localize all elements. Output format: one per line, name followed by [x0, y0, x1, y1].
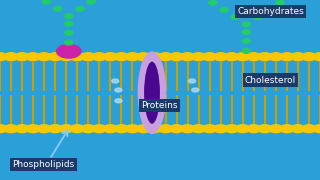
Circle shape	[236, 53, 250, 61]
Circle shape	[302, 125, 316, 133]
Text: Phospholipids: Phospholipids	[12, 160, 74, 169]
Circle shape	[0, 125, 7, 133]
Circle shape	[225, 125, 239, 133]
Circle shape	[291, 53, 305, 61]
Circle shape	[26, 53, 40, 61]
Text: Cholesterol: Cholesterol	[245, 76, 296, 85]
Circle shape	[65, 21, 73, 26]
Circle shape	[158, 53, 172, 61]
Circle shape	[4, 53, 18, 61]
Circle shape	[81, 125, 95, 133]
Circle shape	[276, 0, 284, 5]
Circle shape	[214, 125, 228, 133]
Circle shape	[76, 6, 84, 11]
Circle shape	[125, 125, 140, 133]
Circle shape	[225, 53, 239, 61]
Circle shape	[37, 53, 51, 61]
Circle shape	[253, 15, 262, 19]
Circle shape	[115, 99, 122, 103]
Circle shape	[42, 0, 51, 4]
Circle shape	[313, 125, 320, 133]
Circle shape	[92, 125, 106, 133]
Circle shape	[65, 30, 73, 35]
Ellipse shape	[138, 51, 166, 134]
Circle shape	[112, 79, 119, 83]
Ellipse shape	[144, 62, 160, 124]
Circle shape	[59, 125, 73, 133]
Circle shape	[125, 53, 140, 61]
Circle shape	[15, 53, 29, 61]
Circle shape	[81, 53, 95, 61]
Circle shape	[247, 125, 261, 133]
Circle shape	[192, 53, 206, 61]
Circle shape	[26, 125, 40, 133]
Circle shape	[114, 53, 128, 61]
Circle shape	[170, 125, 184, 133]
Circle shape	[180, 53, 195, 61]
Circle shape	[203, 53, 217, 61]
Circle shape	[53, 6, 62, 11]
Circle shape	[65, 40, 73, 45]
Circle shape	[188, 79, 196, 83]
Circle shape	[103, 125, 117, 133]
Circle shape	[37, 125, 51, 133]
Circle shape	[203, 125, 217, 133]
Circle shape	[59, 53, 73, 61]
Circle shape	[170, 53, 184, 61]
Circle shape	[0, 53, 7, 61]
Circle shape	[158, 125, 172, 133]
Circle shape	[15, 125, 29, 133]
Circle shape	[269, 53, 283, 61]
Circle shape	[114, 125, 128, 133]
Text: Proteins: Proteins	[141, 101, 177, 110]
Circle shape	[87, 0, 95, 4]
Circle shape	[92, 53, 106, 61]
Circle shape	[302, 53, 316, 61]
Circle shape	[265, 8, 273, 12]
Circle shape	[70, 125, 84, 133]
Circle shape	[242, 49, 251, 53]
Circle shape	[65, 14, 73, 18]
Circle shape	[242, 30, 251, 34]
Circle shape	[115, 88, 122, 92]
Circle shape	[236, 125, 250, 133]
Circle shape	[258, 53, 272, 61]
Circle shape	[180, 125, 195, 133]
Circle shape	[103, 53, 117, 61]
Circle shape	[242, 22, 251, 27]
Circle shape	[192, 88, 199, 92]
Circle shape	[242, 39, 251, 43]
Circle shape	[148, 125, 162, 133]
Circle shape	[258, 125, 272, 133]
Circle shape	[148, 53, 162, 61]
Circle shape	[247, 53, 261, 61]
Circle shape	[313, 53, 320, 61]
Circle shape	[291, 125, 305, 133]
Circle shape	[57, 44, 81, 58]
Circle shape	[48, 53, 62, 61]
Circle shape	[136, 125, 150, 133]
Circle shape	[136, 53, 150, 61]
Circle shape	[70, 53, 84, 61]
Circle shape	[192, 125, 206, 133]
Circle shape	[220, 8, 228, 12]
Circle shape	[48, 125, 62, 133]
Circle shape	[269, 125, 283, 133]
Circle shape	[280, 125, 294, 133]
Text: Carbohydrates: Carbohydrates	[237, 7, 304, 16]
Circle shape	[209, 0, 217, 5]
Circle shape	[231, 15, 239, 19]
Circle shape	[280, 53, 294, 61]
Circle shape	[4, 125, 18, 133]
Circle shape	[214, 53, 228, 61]
